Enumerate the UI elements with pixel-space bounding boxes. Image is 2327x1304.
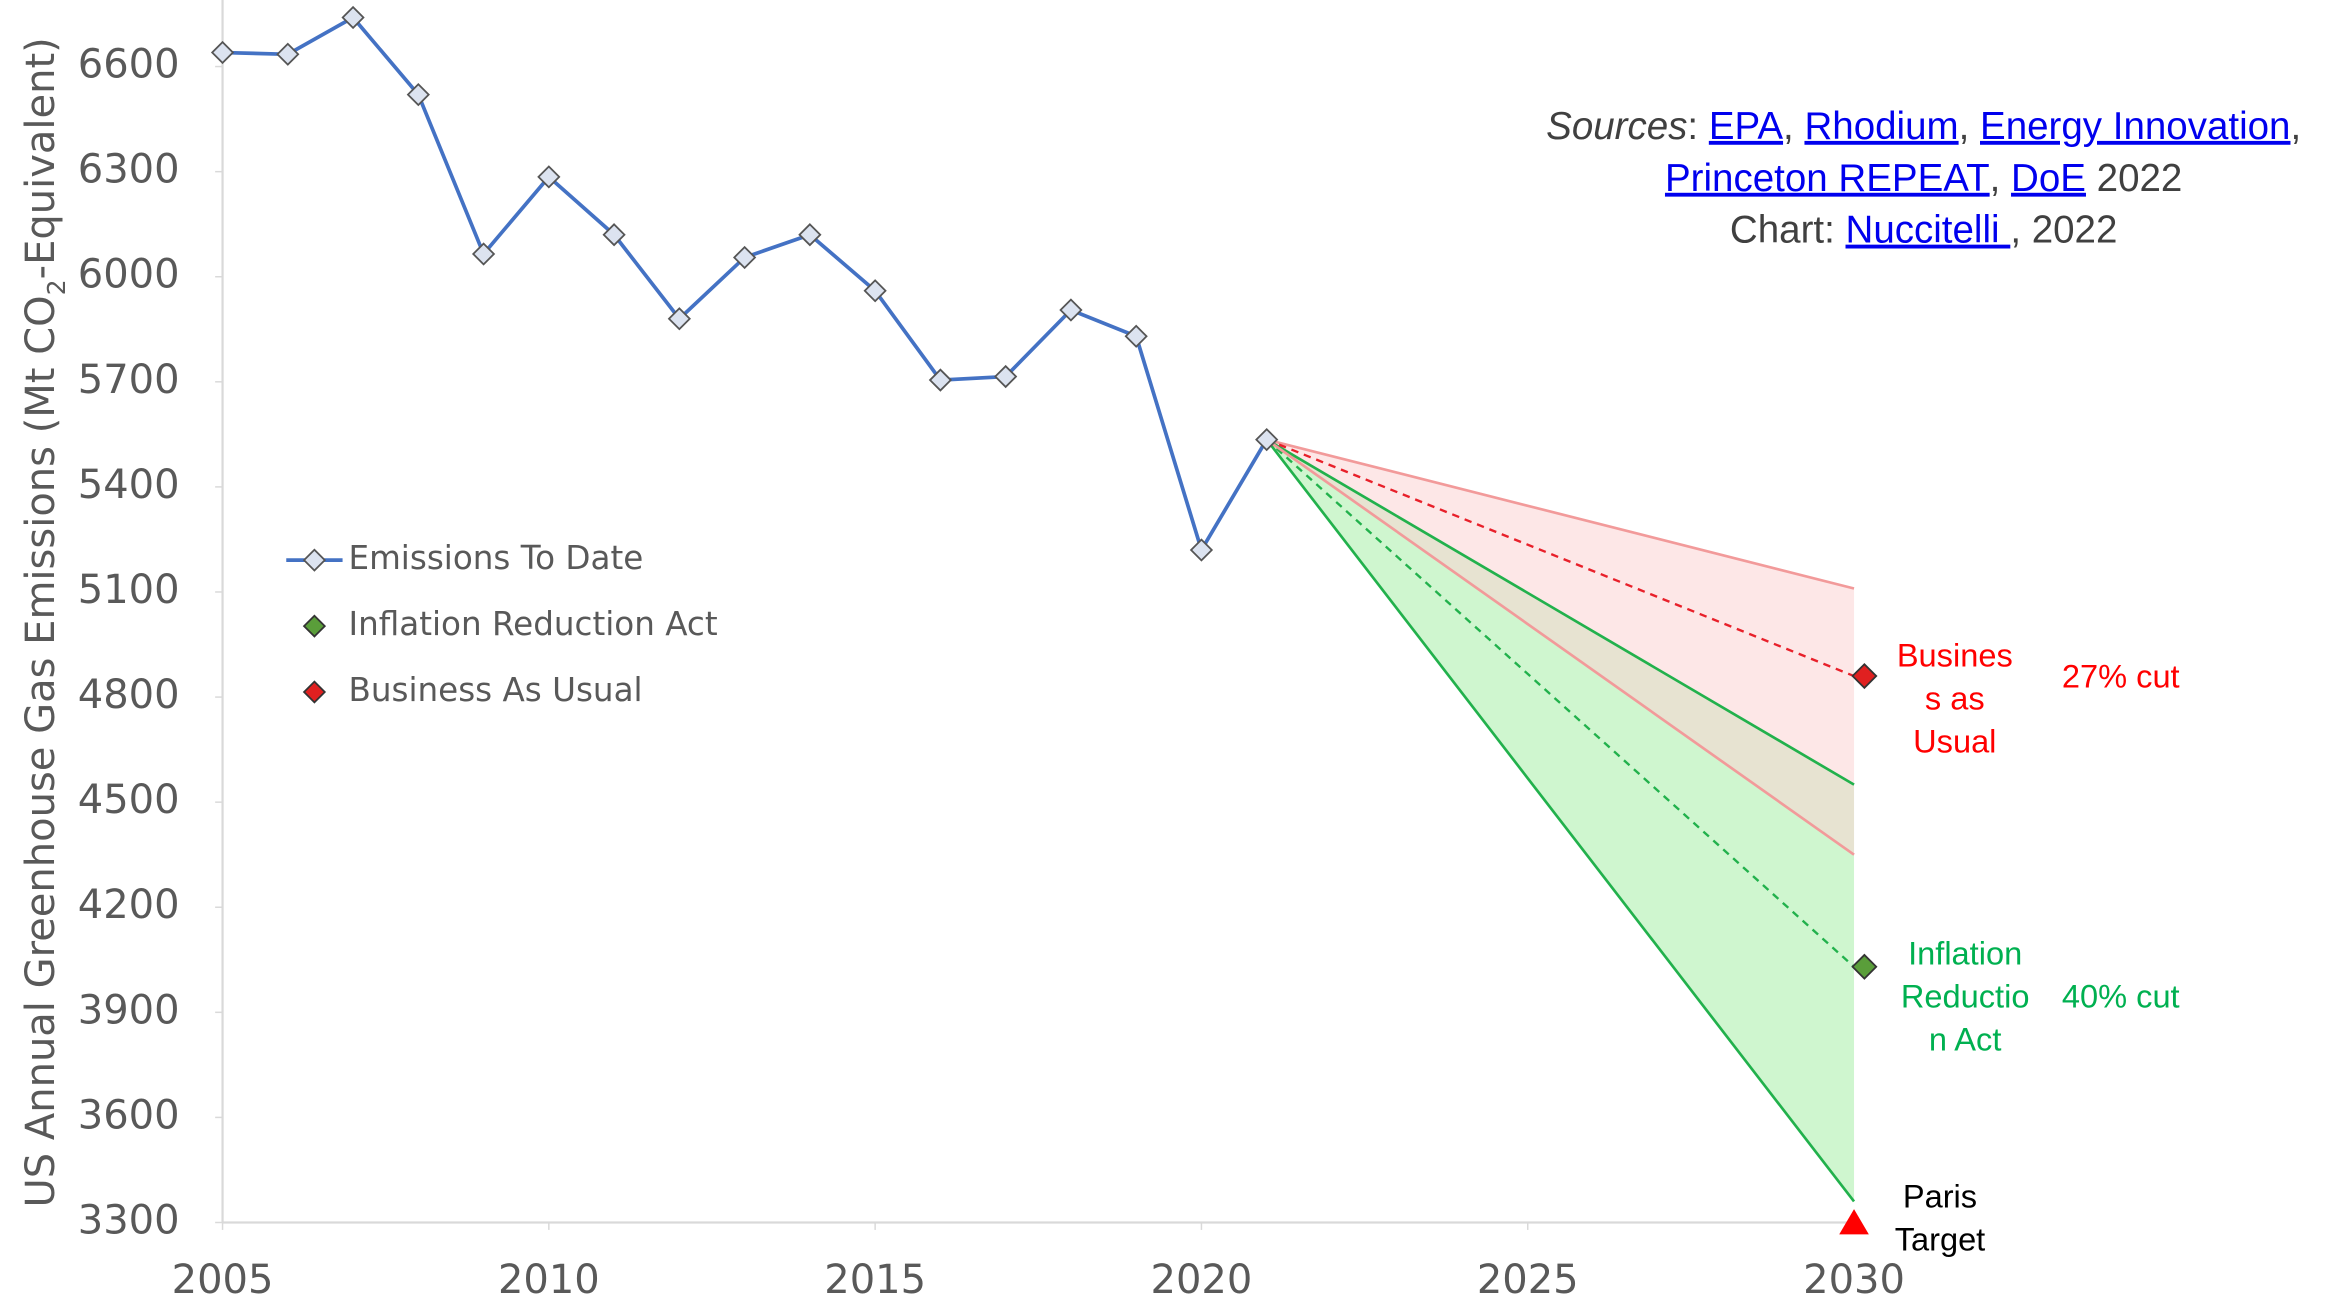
source-link[interactable]: Energy Innovation [1980, 105, 2290, 148]
source-text: , 2022 [2010, 209, 2117, 252]
y-tick-label: 5400 [78, 462, 180, 508]
emissions-marker [537, 165, 561, 189]
projection-line [1265, 438, 1855, 968]
annotation: Reductio [1901, 977, 2030, 1014]
legend-label: Inflation Reduction Act [348, 605, 717, 643]
legend-marker [302, 548, 327, 572]
y-tick-label: 6600 [78, 42, 180, 88]
emissions-marker [471, 242, 496, 266]
source-text: , [1959, 105, 1980, 148]
projection-marker [1851, 953, 1878, 980]
paris-target-marker [1839, 1209, 1869, 1235]
emissions-marker [602, 223, 626, 247]
y-tick-label: 5700 [78, 357, 180, 403]
legend-label: Business As Usual [348, 671, 642, 709]
emissions-marker [341, 5, 365, 30]
emissions-marker [1255, 427, 1279, 452]
projection-marker [1851, 662, 1878, 690]
source-text: 2022 [2086, 157, 2182, 200]
projection-bound [1266, 438, 1855, 590]
y-tick-label: 3600 [78, 1092, 180, 1138]
y-axis-label-part: -Equivalent) [18, 37, 64, 279]
annotation: Target [1895, 1220, 1986, 1257]
projection-bound [1265, 438, 1856, 1203]
emissions-marker [994, 364, 1018, 389]
x-tick-label: 2005 [172, 1257, 274, 1303]
emissions-marker [276, 42, 300, 66]
y-tick-label: 4200 [78, 882, 180, 928]
source-text: , [1990, 157, 2011, 200]
annotation: s as [1925, 680, 1985, 717]
y-tick-label: 3300 [78, 1197, 180, 1243]
emissions-marker [1059, 298, 1083, 322]
annotation: 27% cut [2062, 657, 2180, 694]
source-line: Princeton REPEAT, DoE 2022 [1665, 157, 2182, 200]
x-tick-label: 2030 [1803, 1257, 1905, 1303]
projection-bound [1265, 438, 1855, 856]
annotation: Inflation [1908, 934, 2022, 971]
source-line: Chart: Nuccitelli , 2022 [1730, 209, 2118, 252]
y-tick-label: 4800 [78, 672, 180, 718]
y-tick-label: 3900 [78, 987, 180, 1033]
source-text: : [1687, 105, 1708, 148]
source-text: , [2291, 105, 2302, 148]
x-tick-label: 2010 [498, 1257, 600, 1303]
source-link[interactable]: Rhodium [1804, 105, 1958, 148]
y-axis-label-part: 2 [42, 279, 71, 295]
annotation: n Act [1929, 1020, 2001, 1057]
y-tick-label: 6300 [78, 147, 180, 193]
source-text: Chart: [1730, 209, 1846, 252]
annotation: Paris [1903, 1177, 1977, 1214]
y-tick-label: 5100 [78, 567, 180, 613]
legend-label: Emissions To Date [348, 539, 643, 577]
legend-marker [302, 680, 327, 704]
y-axis-label-part: US Annual Greenhouse Gas Emissions (Mt C… [18, 295, 64, 1207]
emissions-marker [798, 223, 822, 247]
y-axis-label: US Annual Greenhouse Gas Emissions (Mt C… [18, 37, 70, 1207]
annotation: Busines [1897, 637, 2013, 674]
source-link[interactable]: DoE [2011, 157, 2086, 200]
emissions-marker [928, 368, 953, 392]
x-tick-label: 2020 [1151, 1257, 1253, 1303]
x-tick-label: 2025 [1477, 1257, 1579, 1303]
source-text: , [1783, 105, 1804, 148]
source-link[interactable]: Princeton REPEAT [1665, 157, 1990, 200]
legend-marker [302, 614, 327, 638]
annotation: 40% cut [2062, 977, 2180, 1014]
source-line: Sources: EPA, Rhodium, Energy Innovation… [1546, 105, 2301, 148]
emissions-marker [210, 40, 235, 65]
emissions-marker [1189, 538, 1214, 562]
source-link[interactable]: EPA [1709, 105, 1784, 148]
emissions-marker [732, 245, 757, 270]
emissions-marker [667, 307, 691, 331]
projection-bound [1266, 438, 1855, 786]
emissions-marker [406, 82, 430, 107]
emissions-marker [863, 279, 887, 303]
y-tick-label: 4500 [78, 777, 180, 823]
y-tick-label: 6000 [78, 252, 180, 298]
emissions-marker [1124, 324, 1148, 348]
annotation: Usual [1913, 722, 1996, 759]
x-tick-label: 2015 [824, 1257, 926, 1303]
emissions-line [222, 15, 1269, 555]
source-link[interactable]: Nuccitelli [1846, 209, 2011, 252]
source-text: Sources [1546, 105, 1687, 148]
